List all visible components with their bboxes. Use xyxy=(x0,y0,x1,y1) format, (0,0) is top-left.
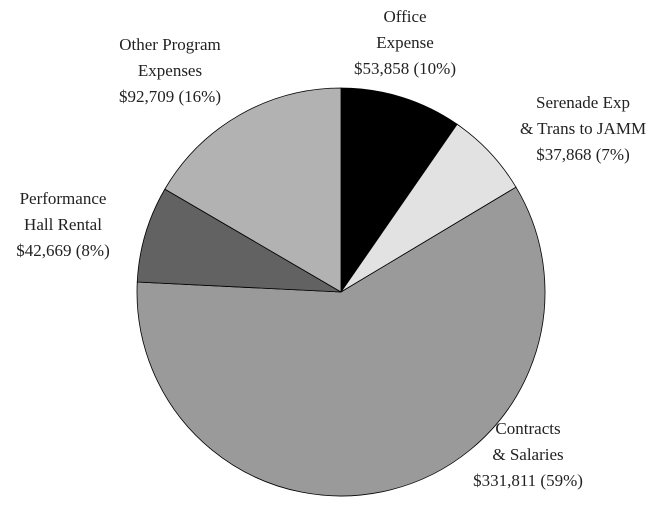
slice-label: Performance xyxy=(20,189,107,208)
value-label: $53,858 (10%) xyxy=(354,59,456,78)
value-label: $42,669 (8%) xyxy=(16,241,109,260)
slice-label: & Trans to JAMM xyxy=(520,119,646,138)
value-label: $92,709 (16%) xyxy=(119,87,221,106)
slice-label: Serenade Exp xyxy=(536,93,630,112)
slice-label: Office xyxy=(383,7,426,26)
slice-label: Contracts xyxy=(495,419,560,438)
slice-label: Expenses xyxy=(138,61,202,80)
slice-label: & Salaries xyxy=(492,445,563,464)
slice-label: Expense xyxy=(376,33,434,52)
pie-slice xyxy=(136,186,546,497)
value-label: $37,868 (7%) xyxy=(536,145,629,164)
pie-slice xyxy=(136,188,342,293)
pie-slice xyxy=(164,87,342,293)
slice-label: Other Program xyxy=(119,35,221,54)
slice-label: Hall Rental xyxy=(24,215,102,234)
pie-slice xyxy=(340,87,458,294)
value-label: $331,811 (59%) xyxy=(473,471,583,490)
